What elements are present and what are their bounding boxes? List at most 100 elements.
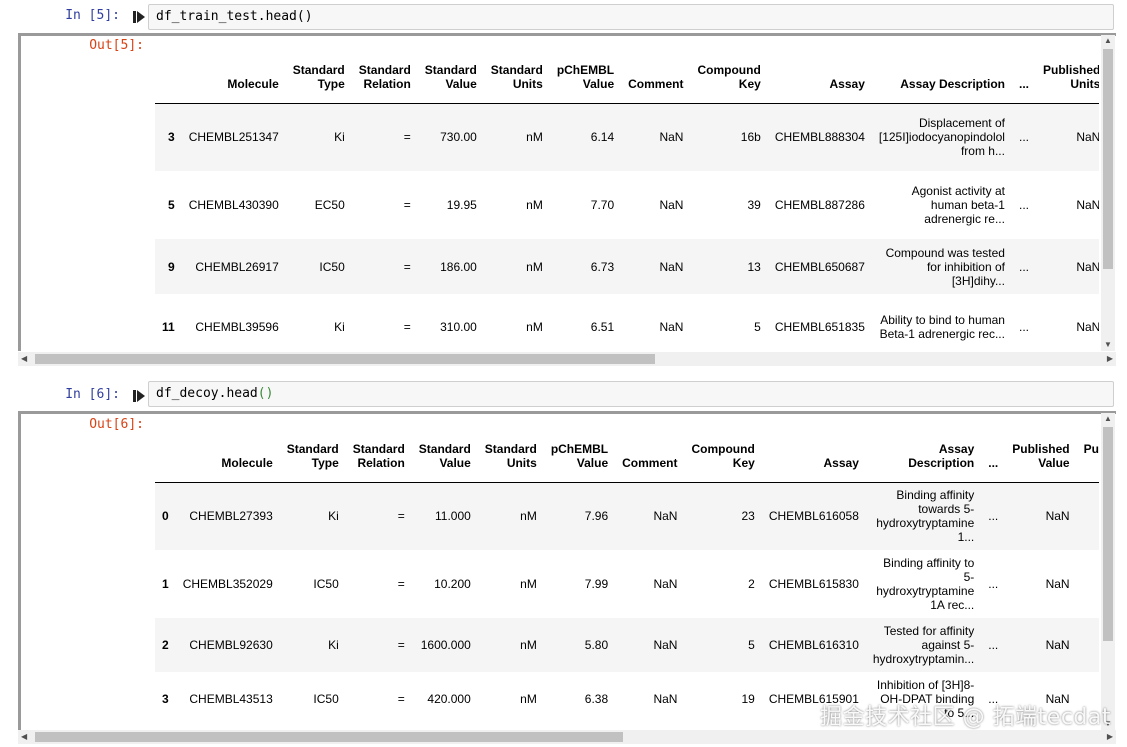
table-cell: 730.00 [440,130,477,145]
table-cell: = [403,198,411,212]
horizontal-scrollbar-5[interactable]: ◀ ▶ [18,352,1116,366]
watermark-text: 掘金技术社区 @ 拓端tecdat [820,705,1111,730]
row-index: 3 [168,130,175,145]
table-cell: nM [526,130,543,145]
column-header: Comment [628,76,684,91]
table-cell: nM [520,577,537,591]
code-input-cell-6[interactable]: df_decoy.head() [148,381,1114,407]
table-cell: NaN [1045,692,1070,706]
dataframe-viewport-6[interactable]: Molecule Standard Type Standard Relation Stan… [155,429,1099,729]
code-variable: df_decoy [156,386,219,401]
run-step-icon[interactable] [132,389,146,403]
table-cell: NaN [1045,509,1070,524]
column-header: Standard Relation [358,62,411,91]
code-method: .head [218,386,258,401]
table-cell: NaN [653,692,678,706]
table-cell: 13 [747,259,761,274]
table-cell: Ki [334,130,345,145]
table-cell: Binding affinity to 5- hydroxytryptamine 1A… [876,556,975,612]
arrow-right-icon[interactable]: ▶ [1106,354,1113,363]
table-cell: = [403,259,411,274]
table-cell: nM [520,692,537,706]
column-header: Assay [829,76,865,91]
table-cell: IC50 [313,692,339,706]
table-cell: IC50 [313,577,339,591]
scroll-thumb[interactable] [35,354,655,364]
column-header: Assay Description [908,441,975,470]
table-cell: 7.96 [584,509,609,524]
arrow-down-icon[interactable]: ▼ [1104,340,1112,349]
table-cell: NaN [1076,320,1099,334]
table-cell: 186.00 [440,259,477,274]
table-cell: Displacement of [125I]iodocyanopindolol fr… [878,116,1005,159]
arrow-up-icon[interactable]: ▲ [1104,414,1112,423]
arrow-right-icon[interactable]: ▶ [1106,732,1113,741]
table-cell: = [397,509,405,524]
table-cell: NaN [1076,259,1099,274]
table-cell: NaN [659,198,684,212]
table-cell: 39 [747,198,761,212]
arrow-left-icon[interactable]: ◀ [21,732,28,741]
table-cell: CHEMBL251347 [188,130,279,145]
row-index: 5 [168,198,175,212]
table-cell: CHEMBL27393 [189,509,273,524]
horizontal-scrollbar-6[interactable]: ◀ ▶ [18,730,1116,744]
run-step-icon[interactable] [132,10,146,24]
column-header: Compound Key [691,441,755,470]
table-cell: NaN [1076,198,1099,212]
table-cell: 5.80 [584,638,609,652]
vertical-scrollbar-5[interactable]: ▲ ▼ [1101,35,1115,351]
vertical-scrollbar-6[interactable]: ▲ ▼ [1101,413,1115,730]
table-cell: ... [988,692,999,706]
code-input-cell-5[interactable]: df_train_test.head() [148,4,1114,30]
dataframe-viewport-5[interactable]: Molecule Standard Type Standard Relation Stan… [155,50,1099,352]
scroll-thumb[interactable] [1103,49,1113,269]
out-prompt-5: Out[5]: [89,38,144,53]
table-cell: nM [520,638,537,652]
index-header [155,429,176,482]
table-cell: NaN [653,638,678,652]
table-cell [1077,482,1099,550]
table-cell: ... [1018,320,1029,334]
arrow-left-icon[interactable]: ◀ [21,354,28,363]
column-header: Published Value [1012,441,1070,470]
table-cell: NaN [653,509,678,524]
table-cell: 19.95 [446,198,477,212]
dataframe-table-6: Molecule Standard Type Standard Relation Stan… [155,429,1099,726]
arrow-down-icon[interactable]: ▼ [1104,719,1112,728]
row-index: 9 [168,259,175,274]
table-cell: = [403,130,411,145]
table-cell: ... [1018,198,1029,212]
table-cell: Ki [334,320,345,334]
column-header: Comment [622,455,678,470]
table-cell: CHEMBL430390 [188,198,279,212]
table-cell: CHEMBL888304 [774,130,865,145]
column-header: Compound Key [697,62,761,91]
table-cell: CHEMBL616310 [768,638,859,652]
column-header: Standard Type [292,62,345,91]
row-index: 11 [162,320,175,334]
table-cell: 5 [754,320,761,334]
table-cell: NaN [659,259,684,274]
arrow-up-icon[interactable]: ▲ [1104,36,1112,45]
table-cell: = [397,577,405,591]
row-index: 1 [162,577,169,591]
table-cell [1077,618,1099,672]
table-row: 3 CHEMBL251347 Ki = 730.00 nM 6.14 NaN 16b CHEMBL… [155,103,1099,171]
table-cell: NaN [659,130,684,145]
table-cell: nM [526,320,543,334]
in-prompt-6: In [6]: [65,387,120,402]
table-cell: 6.14 [590,130,615,145]
table-cell: Ability to bind to human Beta-1 adrenergi… [879,313,1005,341]
column-header: Molecule [227,76,279,91]
table-cell: Ki [328,638,339,652]
scroll-thumb[interactable] [1103,427,1113,641]
code-parens: () [257,386,274,401]
column-header: Published Units [1043,62,1099,91]
table-cell: CHEMBL26917 [195,259,279,274]
column-header: Assay [823,455,859,470]
scroll-thumb[interactable] [35,732,623,742]
table-cell: Inhibition of [3H]8- OH-DPAT binding to 5.… [876,678,975,720]
table-cell: Tested for affinity against 5- hydroxytryp… [872,624,975,666]
table-cell: ... [988,577,999,591]
